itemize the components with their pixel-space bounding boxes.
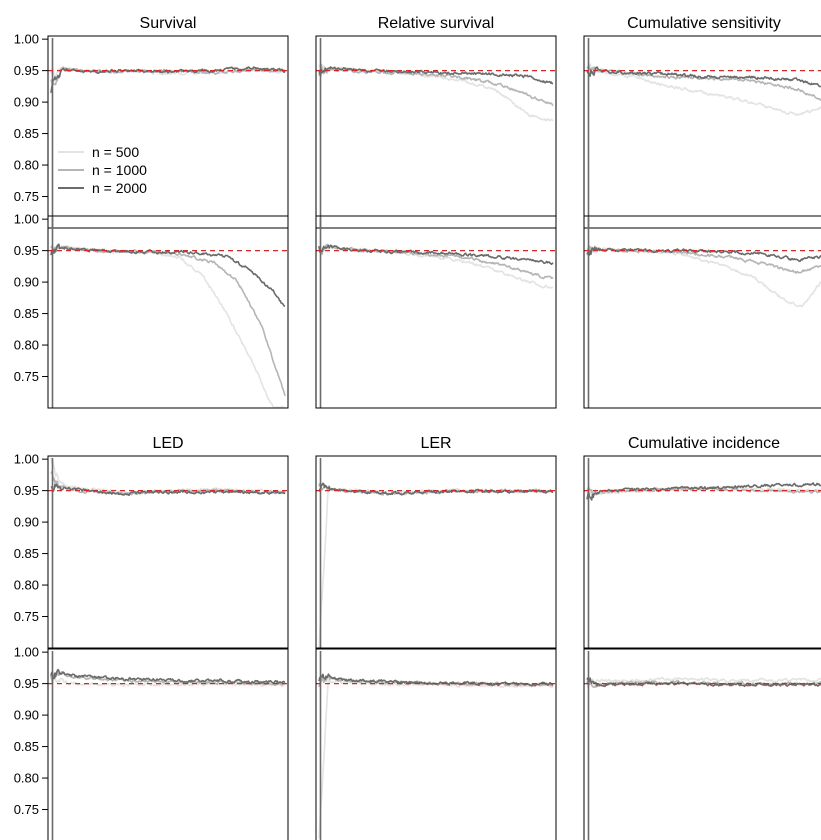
y-tick-label: 0.80: [14, 158, 39, 173]
panel-10: [315, 648, 557, 840]
legend: n = 500 n = 1000 n = 2000: [58, 144, 147, 196]
series-line-n-2000: [586, 246, 821, 263]
traces: [48, 651, 288, 840]
panel-frame: [47, 455, 289, 649]
traces: [316, 458, 556, 648]
panel-frame: [583, 215, 821, 409]
legend-label: n = 1000: [92, 162, 147, 178]
panel-title: Cumulative incidence: [628, 435, 780, 452]
y-tick-label: 1.00: [14, 32, 39, 47]
y-tick-label: 0.85: [14, 306, 39, 321]
traces: [316, 38, 556, 228]
panel-frame: [583, 648, 821, 840]
traces: [48, 457, 288, 648]
traces: [48, 218, 288, 408]
y-tick-label: 0.75: [14, 369, 39, 384]
panel-7: LER: [315, 435, 557, 649]
traces: [584, 458, 821, 648]
y-tick-label: 0.95: [14, 63, 39, 78]
panel-frame: [47, 215, 289, 409]
panel-frame: [583, 35, 821, 229]
y-tick-label: 0.75: [14, 189, 39, 204]
y-tick-label: 0.90: [14, 95, 39, 110]
panel-2: Cumulative sensitivity: [583, 15, 821, 229]
panel-frame: [315, 648, 557, 840]
panel-11: [583, 648, 821, 840]
series-line-n-2000: [50, 668, 286, 685]
panel-frame: [47, 35, 289, 229]
panel-frame: [47, 648, 289, 840]
panel-title: Survival: [140, 15, 197, 32]
y-tick-label: 0.90: [14, 275, 39, 290]
series-line-n-500: [50, 457, 286, 495]
panel-frame: [315, 455, 557, 649]
series-line-n-2000: [586, 482, 821, 501]
y-tick-label: 1.00: [14, 645, 39, 660]
panel-6: LED 1.00 0.95 0.90 0.85 0.80 0.75: [14, 435, 289, 649]
panel-title: Cumulative sensitivity: [627, 15, 781, 32]
series-line-n-500: [586, 676, 821, 689]
traces: [584, 38, 821, 228]
series-line-n-2000: [318, 66, 554, 85]
legend-label: n = 2000: [92, 180, 147, 196]
series-line-n-1000: [318, 63, 554, 107]
traces: [316, 218, 556, 408]
y-tick-label: 1.00: [14, 212, 39, 227]
panel-5: [583, 215, 821, 409]
y-tick-label: 0.90: [14, 708, 39, 723]
y-tick-label: 0.95: [14, 676, 39, 691]
traces: [584, 218, 821, 408]
y-tick-label: 0.75: [14, 609, 39, 624]
panel-title: LER: [420, 435, 451, 452]
legend-label: n = 500: [92, 144, 139, 160]
panel-8: Cumulative incidence: [583, 435, 821, 649]
panel-title: LED: [152, 435, 183, 452]
y-tick-label: 0.80: [14, 578, 39, 593]
y-tick-label: 0.85: [14, 126, 39, 141]
series-line-n-2000: [50, 483, 286, 497]
series-line-n-500: [318, 244, 554, 289]
y-tick-label: 0.85: [14, 546, 39, 561]
y-tick-label: 0.95: [14, 483, 39, 498]
y-tick-label: 0.85: [14, 739, 39, 754]
traces: [316, 651, 556, 840]
series-line-n-500: [318, 484, 554, 648]
series-line-n-500: [586, 63, 821, 117]
series-line-n-2000: [586, 66, 821, 88]
y-tick-label: 0.80: [14, 338, 39, 353]
panel-frame: [315, 35, 557, 229]
panel-frame: [315, 215, 557, 409]
panel-1: Relative survival: [315, 15, 557, 229]
series-line-n-1000: [586, 245, 821, 274]
traces: [48, 38, 288, 228]
y-tick-label: 1.00: [14, 452, 39, 467]
panel-4: [315, 215, 557, 409]
y-tick-label: 0.80: [14, 771, 39, 786]
series-line-n-2000: [318, 244, 554, 266]
series-line-n-500: [318, 678, 554, 839]
traces: [584, 651, 821, 840]
series-line-n-1000: [50, 244, 286, 396]
panel-title: Relative survival: [378, 15, 494, 32]
y-tick-label: 0.90: [14, 515, 39, 530]
panel-3: 1.00 0.95 0.90 0.85 0.80 0.75: [14, 212, 289, 409]
y-tick-label: 0.95: [14, 243, 39, 258]
y-tick-label: 0.75: [14, 802, 39, 817]
panel-9: 1.00 0.95 0.90 0.85 0.80 0.75: [14, 645, 289, 840]
series-line-n-2000: [50, 66, 286, 93]
panel-frame: [583, 455, 821, 649]
